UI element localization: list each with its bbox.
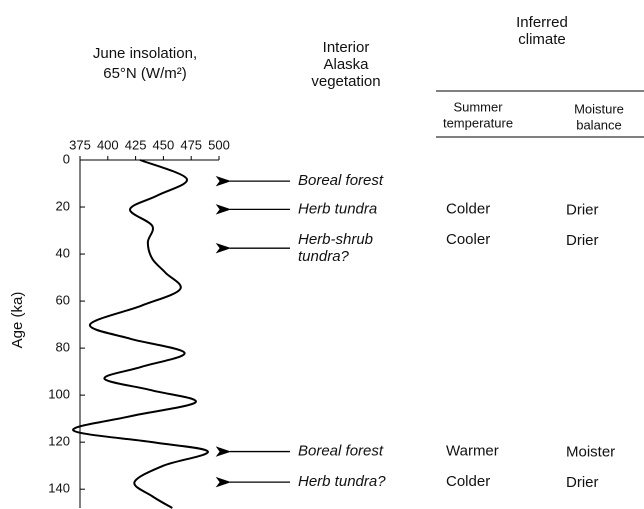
moisture-label: Moister	[566, 444, 615, 461]
vegetation-header: vegetation	[311, 73, 380, 90]
vegetation-label: Herb tundra?	[298, 473, 386, 490]
temperature-label: Colder	[446, 473, 490, 490]
temperature-label: Cooler	[446, 231, 490, 248]
vegetation-label: Boreal forest	[298, 443, 384, 460]
temperature-header: Summer	[453, 99, 503, 114]
x-label: June insolation,	[93, 45, 197, 62]
temperature-label: Colder	[446, 200, 490, 217]
moisture-label: Drier	[566, 474, 599, 491]
y-tick-label: 100	[48, 387, 70, 402]
x-label: 65°N (W/m²)	[103, 65, 187, 82]
vegetation-label: Herb-shrub	[298, 231, 373, 248]
y-tick-label: 0	[63, 151, 70, 166]
temperature-label: Warmer	[446, 443, 499, 460]
x-tick-label: 450	[153, 137, 175, 152]
moisture-header: balance	[576, 117, 622, 132]
vegetation-label: Boreal forest	[298, 172, 384, 189]
y-tick-label: 120	[48, 434, 70, 449]
x-tick-label: 375	[69, 137, 91, 152]
y-tick-label: 80	[56, 340, 70, 355]
insolation-line	[72, 159, 209, 509]
vegetation-header: Alaska	[323, 56, 369, 73]
y-tick-label: 20	[56, 198, 70, 213]
x-tick-label: 425	[125, 137, 147, 152]
climate-header: climate	[518, 31, 566, 48]
moisture-header: Moisture	[574, 101, 624, 116]
vegetation-label: tundra?	[298, 248, 350, 265]
vegetation-label: Herb tundra	[298, 200, 377, 217]
moisture-label: Drier	[566, 232, 599, 249]
climate-header: Inferred	[516, 14, 568, 31]
vegetation-header: Interior	[323, 39, 370, 56]
y-tick-label: 60	[56, 293, 70, 308]
x-tick-label: 500	[208, 137, 230, 152]
y-tick-label: 40	[56, 245, 70, 260]
y-tick-label: 140	[48, 481, 70, 496]
x-tick-label: 400	[97, 137, 119, 152]
y-axis-label: Age (ka)	[9, 292, 26, 349]
temperature-header: temperature	[443, 115, 513, 130]
x-tick-label: 475	[180, 137, 202, 152]
moisture-label: Drier	[566, 201, 599, 218]
